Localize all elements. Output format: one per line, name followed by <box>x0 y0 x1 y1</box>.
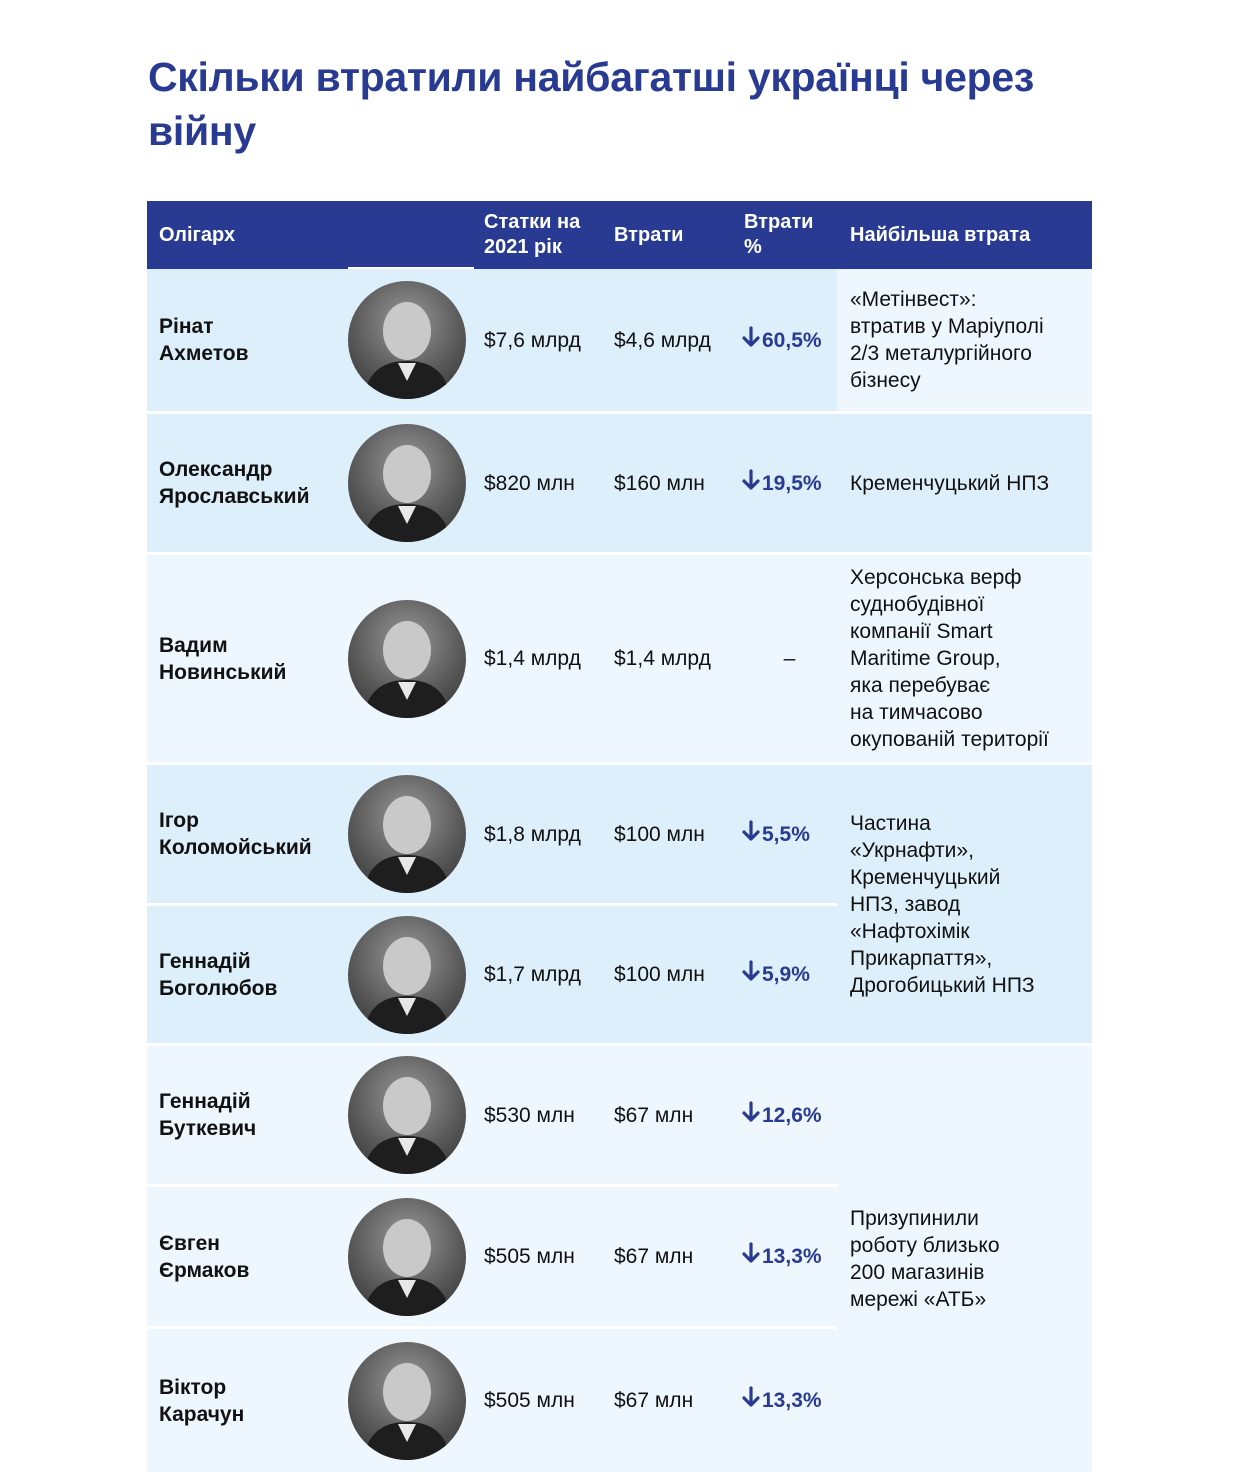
losses-table: Олігарх Статки на 2021 рік Втрати Втрати… <box>147 201 1092 1472</box>
loss-percent: 5,5% <box>742 765 837 903</box>
loss-percent: – <box>783 647 796 670</box>
loss-value: $4,6 млрд <box>614 328 711 352</box>
loss-value: $100 млн <box>614 822 705 846</box>
loss-value: $67 млн <box>614 1103 694 1127</box>
portrait-photo <box>348 599 466 718</box>
oligarch-name: Олександр Ярославський <box>159 458 310 508</box>
header-worth: Статки на 2021 рік <box>484 211 581 258</box>
portrait-photo <box>348 915 466 1034</box>
loss-percent: 13,3% <box>742 1329 837 1472</box>
arrow-down-icon <box>742 1242 760 1271</box>
biggest-loss-text: Призупинили роботу близько 200 магазинів… <box>850 1207 1000 1311</box>
biggest-loss-text: «Метінвест»: втратив у Маріуполі 2/3 мет… <box>850 288 1044 392</box>
arrow-down-icon <box>742 1100 760 1130</box>
page-title: Скільки втратили найбагатші українці чер… <box>148 54 1034 154</box>
portrait-photo <box>348 1056 466 1174</box>
worth-value: $1,8 млрд <box>484 822 581 846</box>
biggest-loss-cell: «Метінвест»: втратив у Маріуполі 2/3 мет… <box>837 269 1092 411</box>
portrait-photo <box>348 424 466 542</box>
table-row: Геннадій Буткевич $530 млн $67 млн 12,6% <box>147 1046 837 1184</box>
biggest-loss-text: Кременчуцький НПЗ <box>850 471 1050 495</box>
loss-value: $100 млн <box>614 963 705 986</box>
header-losses: Втрати <box>614 223 684 246</box>
table-header: Олігарх Статки на 2021 рік Втрати Втрати… <box>147 201 1092 269</box>
worth-value: $1,7 млрд <box>484 963 581 986</box>
header-oligarch: Олігарх <box>159 223 236 246</box>
worth-value: $1,4 млрд <box>484 647 581 670</box>
biggest-loss-cell: Херсонська верф суднобудівної компанії S… <box>837 555 1092 762</box>
worth-value: $530 млн <box>484 1103 575 1127</box>
worth-value: $505 млн <box>484 1245 575 1268</box>
loss-percent: 19,5% <box>742 414 837 552</box>
worth-value: $820 млн <box>484 471 575 495</box>
oligarch-name: Євген Єрмаков <box>159 1231 250 1282</box>
arrow-down-icon <box>742 1386 760 1415</box>
table-row: Геннадій Боголюбов $1,7 млрд $100 млн 5,… <box>147 906 837 1043</box>
oligarch-name: Рінат Ахметов <box>159 315 249 365</box>
arrow-down-icon <box>742 468 760 498</box>
oligarch-name: Ігор Коломойський <box>159 809 312 859</box>
table-row: Рінат Ахметов $7,6 млрд $4,6 млрд 60,5% <box>147 269 837 411</box>
worth-value: $7,6 млрд <box>484 328 581 352</box>
oligarch-name: Вадим Новинський <box>159 633 287 684</box>
header-losses-pct: Втрати % <box>744 211 814 258</box>
table-row: Євген Єрмаков $505 млн $67 млн 13,3% <box>147 1187 837 1326</box>
biggest-loss-cell: Кременчуцький НПЗ <box>837 414 1092 552</box>
oligarch-name: Віктор Карачун <box>159 1375 245 1426</box>
loss-percent: 5,9% <box>742 906 837 1043</box>
loss-value: $67 млн <box>614 1245 694 1268</box>
table-row: Вадим Новинський $1,4 млрд $1,4 млрд – <box>147 555 837 762</box>
arrow-down-icon <box>742 960 760 989</box>
loss-value: $67 млн <box>614 1389 694 1412</box>
biggest-loss-text: Херсонська верф суднобудівної компанії S… <box>850 566 1049 751</box>
arrow-down-icon <box>742 819 760 849</box>
header-biggest-loss: Найбільша втрата <box>850 223 1031 246</box>
header-divider <box>348 267 474 269</box>
loss-percent: 60,5% <box>742 269 837 411</box>
portrait-photo <box>348 1197 466 1316</box>
biggest-loss-cell: Частина «Укрнафти», Кременчуцький НПЗ, з… <box>837 765 1092 1043</box>
loss-percent: 13,3% <box>742 1187 837 1326</box>
biggest-loss-text: Частина «Укрнафти», Кременчуцький НПЗ, з… <box>850 811 1035 997</box>
arrow-down-icon <box>742 325 760 355</box>
table-row: Віктор Карачун $505 млн $67 млн 13,3% <box>147 1329 837 1472</box>
portrait-photo <box>348 1341 466 1460</box>
loss-value: $160 млн <box>614 471 705 495</box>
portrait-photo <box>348 775 466 893</box>
table-row: Ігор Коломойський $1,8 млрд $100 млн 5,5… <box>147 765 837 903</box>
portrait-photo <box>348 281 466 399</box>
table-row: Олександр Ярославський $820 млн $160 млн… <box>147 414 837 552</box>
oligarch-name: Геннадій Боголюбов <box>159 949 278 1000</box>
loss-value: $1,4 млрд <box>614 647 711 670</box>
loss-percent: 12,6% <box>742 1046 837 1184</box>
worth-value: $505 млн <box>484 1389 575 1412</box>
oligarch-name: Геннадій Буткевич <box>159 1090 257 1140</box>
biggest-loss-cell: Призупинили роботу близько 200 магазинів… <box>837 1046 1092 1472</box>
